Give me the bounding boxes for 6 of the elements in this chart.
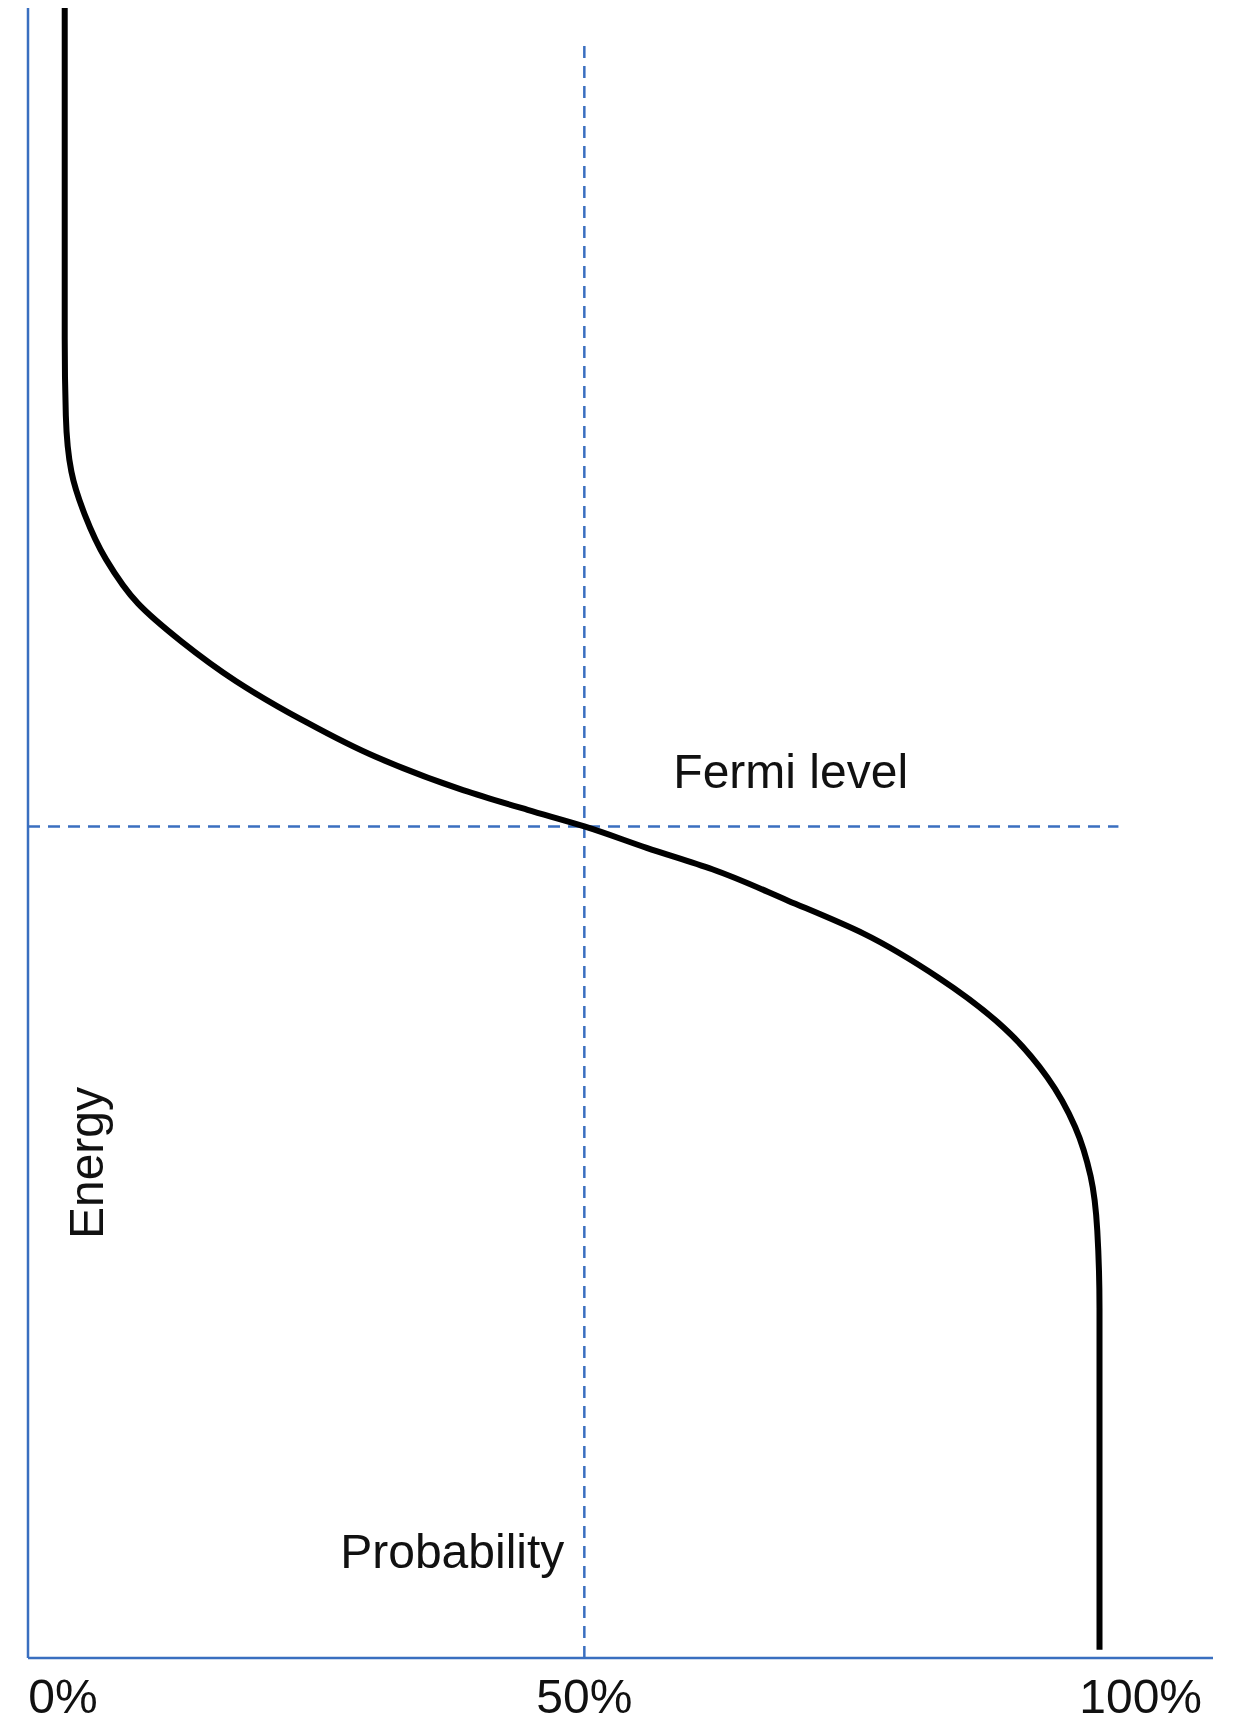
y-axis-title: Energy: [60, 1086, 113, 1240]
x-tick-label: 50%: [536, 1670, 633, 1723]
ref-line-label: Fermi level: [673, 745, 909, 799]
x-tick-label: 100%: [1079, 1670, 1203, 1723]
x-tick-label: 0%: [28, 1670, 98, 1723]
x-axis-title: Probability: [340, 1525, 565, 1578]
